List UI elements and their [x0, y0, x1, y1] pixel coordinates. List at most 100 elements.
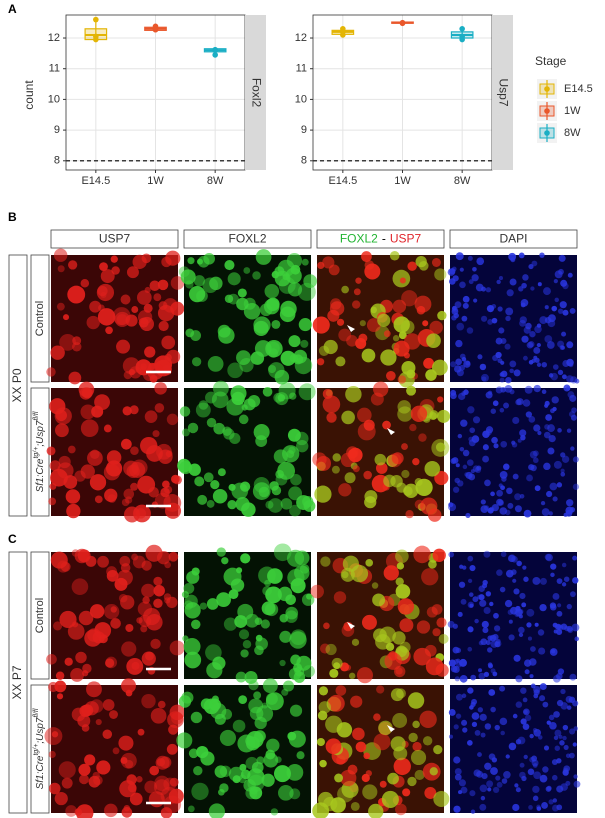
data-point — [212, 47, 218, 54]
cell — [355, 277, 362, 284]
cell — [533, 457, 539, 464]
cell — [574, 636, 580, 642]
cell — [522, 274, 529, 281]
cell — [459, 267, 464, 272]
cell — [481, 376, 487, 382]
cell — [254, 340, 272, 357]
cell — [526, 474, 533, 482]
x-tick-label: 1W — [394, 175, 411, 187]
cell — [552, 774, 558, 781]
legend-label: E14.5 — [564, 83, 593, 95]
cell — [566, 603, 572, 610]
cell — [167, 711, 184, 728]
cell — [120, 438, 132, 450]
cell — [65, 489, 81, 504]
cell — [273, 543, 292, 562]
cell — [499, 407, 505, 413]
cell — [485, 287, 492, 293]
cell — [572, 555, 578, 561]
cell — [48, 750, 56, 759]
cell — [362, 784, 378, 800]
cell — [424, 787, 437, 799]
cell — [480, 732, 486, 738]
cell — [145, 651, 154, 661]
cell — [401, 290, 418, 307]
cell — [286, 549, 305, 567]
cell — [536, 342, 541, 348]
cell — [157, 279, 169, 291]
cell — [61, 777, 73, 789]
cell — [265, 500, 274, 509]
cell — [346, 335, 358, 347]
cell — [451, 266, 457, 272]
cell — [395, 803, 407, 816]
cell — [534, 357, 540, 363]
cell — [455, 463, 460, 468]
cell — [558, 254, 566, 262]
cell — [523, 754, 528, 760]
cell — [466, 459, 474, 466]
cell — [80, 464, 95, 479]
cell — [95, 718, 102, 726]
cell — [287, 731, 297, 741]
cell — [149, 765, 160, 776]
cell — [423, 357, 435, 369]
cell — [419, 710, 437, 729]
cell — [525, 411, 532, 418]
cell — [482, 627, 489, 634]
cell — [294, 666, 305, 677]
cell — [504, 599, 513, 608]
cell — [565, 753, 571, 759]
cell — [543, 287, 551, 296]
cell — [286, 253, 303, 269]
cell — [560, 345, 565, 350]
cell — [453, 805, 461, 813]
cell — [512, 416, 520, 425]
cell — [122, 406, 132, 416]
cell — [431, 359, 448, 376]
cell — [570, 591, 576, 598]
cell — [479, 363, 487, 371]
cell — [529, 450, 538, 459]
cell — [402, 486, 413, 496]
legend-label: 1W — [564, 105, 581, 117]
cell — [520, 718, 527, 725]
cell — [409, 423, 417, 432]
cell — [110, 606, 117, 613]
cell — [465, 512, 471, 519]
cell — [561, 455, 570, 463]
cell — [462, 565, 467, 570]
cell — [397, 400, 411, 414]
cell — [549, 602, 557, 609]
cell — [501, 476, 507, 482]
cell — [524, 714, 532, 722]
cell — [303, 274, 318, 288]
cell — [468, 473, 476, 481]
cell — [487, 662, 493, 668]
cell — [238, 695, 248, 704]
cell — [435, 442, 446, 452]
cell — [104, 488, 118, 502]
column-header-part: USP7 — [390, 232, 422, 246]
cell — [469, 564, 476, 572]
cell — [85, 555, 97, 567]
cell — [434, 470, 449, 486]
cell — [46, 367, 56, 377]
cell — [457, 433, 463, 439]
cell — [454, 301, 462, 308]
cell — [481, 286, 486, 292]
cell — [522, 565, 527, 570]
cell — [144, 346, 156, 358]
cell — [413, 545, 431, 564]
cell — [361, 348, 376, 363]
cell — [540, 500, 546, 506]
cell — [563, 744, 569, 750]
cell — [450, 665, 458, 673]
cell — [228, 293, 239, 305]
cell — [196, 745, 209, 759]
cell — [66, 503, 81, 519]
cell — [560, 472, 566, 477]
cell — [310, 584, 324, 599]
cell — [78, 763, 91, 776]
